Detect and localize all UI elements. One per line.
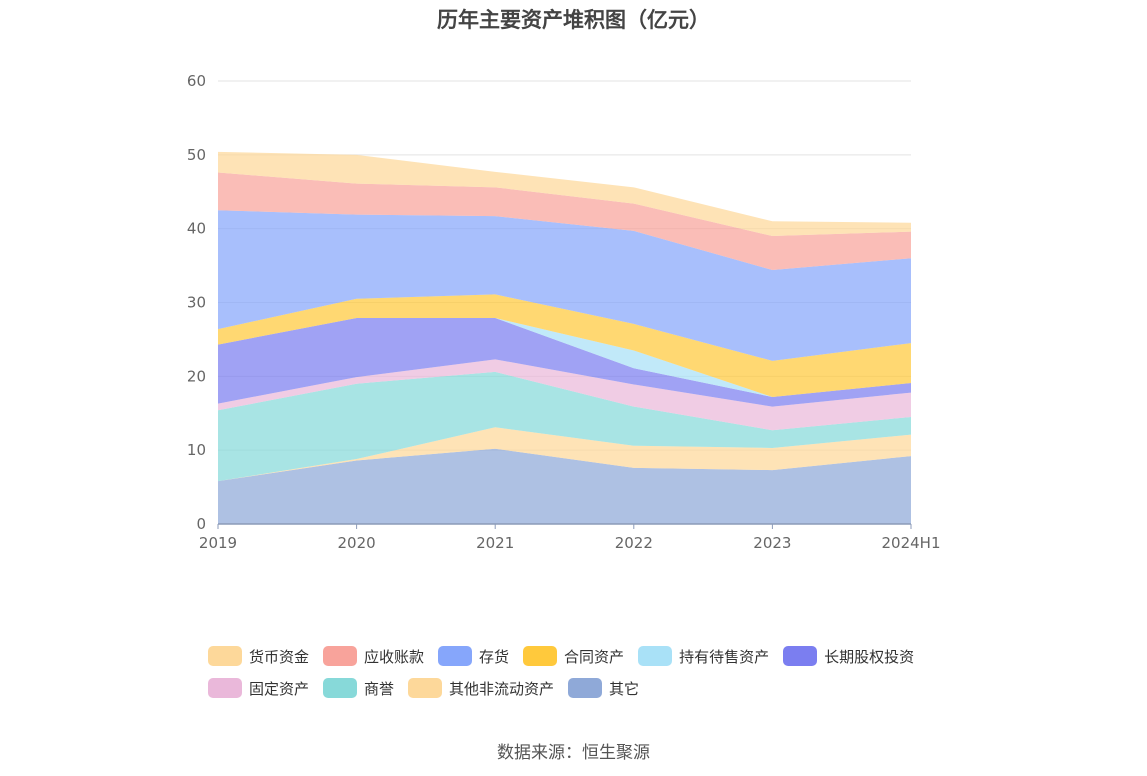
- legend-label: 合同资产: [564, 647, 625, 666]
- stacked-area-chart: 0 10 20 30 40 50 60 2019 2020 2021 2022 2023 2024H1: [187, 72, 941, 552]
- legend-swatch: [568, 678, 603, 698]
- legend-label: 其他非流动资产: [449, 679, 555, 698]
- y-tick-label: 30: [187, 294, 206, 312]
- y-tick-label: 10: [187, 441, 206, 459]
- legend-label: 固定资产: [249, 679, 310, 698]
- y-tick-label: 40: [187, 220, 206, 238]
- legend-swatch: [208, 678, 242, 698]
- legend-swatch: [523, 646, 558, 666]
- legend-label: 商誉: [364, 679, 395, 698]
- legend-item[interactable]: 长期股权投资: [783, 646, 914, 667]
- y-tick-label: 50: [187, 146, 206, 164]
- legend-item[interactable]: 其它: [568, 678, 639, 699]
- legend-row: 货币资金 应收账款 存货 合同资产 持有待售资产 长期股权投资: [208, 640, 968, 672]
- legend-item[interactable]: 其他非流动资产: [408, 678, 554, 699]
- legend-swatch: [638, 646, 673, 666]
- legend: 货币资金 应收账款 存货 合同资产 持有待售资产 长期股权投资固定资产 商誉 其他非流动资产 其…: [208, 640, 968, 704]
- y-tick-label: 60: [187, 72, 206, 90]
- axes: 0 10 20 30 40 50 60 2019 2020 2021 2022 2023 2024H1: [187, 72, 941, 552]
- legend-row: 固定资产 商誉 其他非流动资产 其它: [208, 672, 968, 704]
- legend-item[interactable]: 持有待售资产: [638, 646, 769, 667]
- legend-swatch: [323, 646, 358, 666]
- area-series-2[interactable]: [218, 371, 911, 482]
- legend-item[interactable]: 货币资金: [208, 646, 309, 667]
- legend-item[interactable]: 商誉: [323, 678, 394, 699]
- legend-item[interactable]: 合同资产: [523, 646, 624, 667]
- legend-label: 存货: [479, 647, 510, 666]
- legend-item[interactable]: 应收账款: [323, 646, 424, 667]
- legend-label: 其它: [609, 679, 640, 698]
- area-series-1[interactable]: [218, 427, 911, 482]
- legend-item[interactable]: 存货: [438, 646, 509, 667]
- x-tick-label: 2022: [615, 534, 653, 552]
- legend-swatch: [438, 646, 473, 666]
- legend-swatch: [408, 678, 443, 698]
- x-tick-label: 2020: [338, 534, 376, 552]
- chart-title: 历年主要资产堆积图（亿元）: [437, 8, 710, 32]
- x-tick-label: 2019: [199, 534, 237, 552]
- source-note: 数据来源：恒生聚源: [497, 743, 650, 763]
- x-tick-label: 2023: [753, 534, 791, 552]
- area-series-0[interactable]: [218, 448, 911, 524]
- area-series-layer: [218, 151, 911, 524]
- x-tick-label: 2021: [476, 534, 514, 552]
- legend-label: 应收账款: [364, 647, 425, 666]
- area-series-6[interactable]: [218, 294, 911, 398]
- legend-swatch: [323, 678, 358, 698]
- area-series-4[interactable]: [218, 318, 911, 407]
- area-series-3[interactable]: [218, 359, 911, 431]
- legend-swatch: [208, 646, 242, 666]
- area-series-8[interactable]: [218, 172, 911, 271]
- legend-label: 货币资金: [249, 647, 310, 666]
- x-tick-label: 2024H1: [882, 534, 941, 552]
- area-series-9[interactable]: [218, 151, 911, 237]
- legend-swatch: [783, 646, 818, 666]
- legend-item[interactable]: 固定资产: [208, 678, 309, 699]
- y-tick-label: 0: [196, 515, 206, 533]
- area-series-7[interactable]: [218, 210, 911, 361]
- legend-label: 持有待售资产: [679, 647, 770, 666]
- y-tick-label: 20: [187, 367, 206, 385]
- legend-label: 长期股权投资: [824, 647, 915, 666]
